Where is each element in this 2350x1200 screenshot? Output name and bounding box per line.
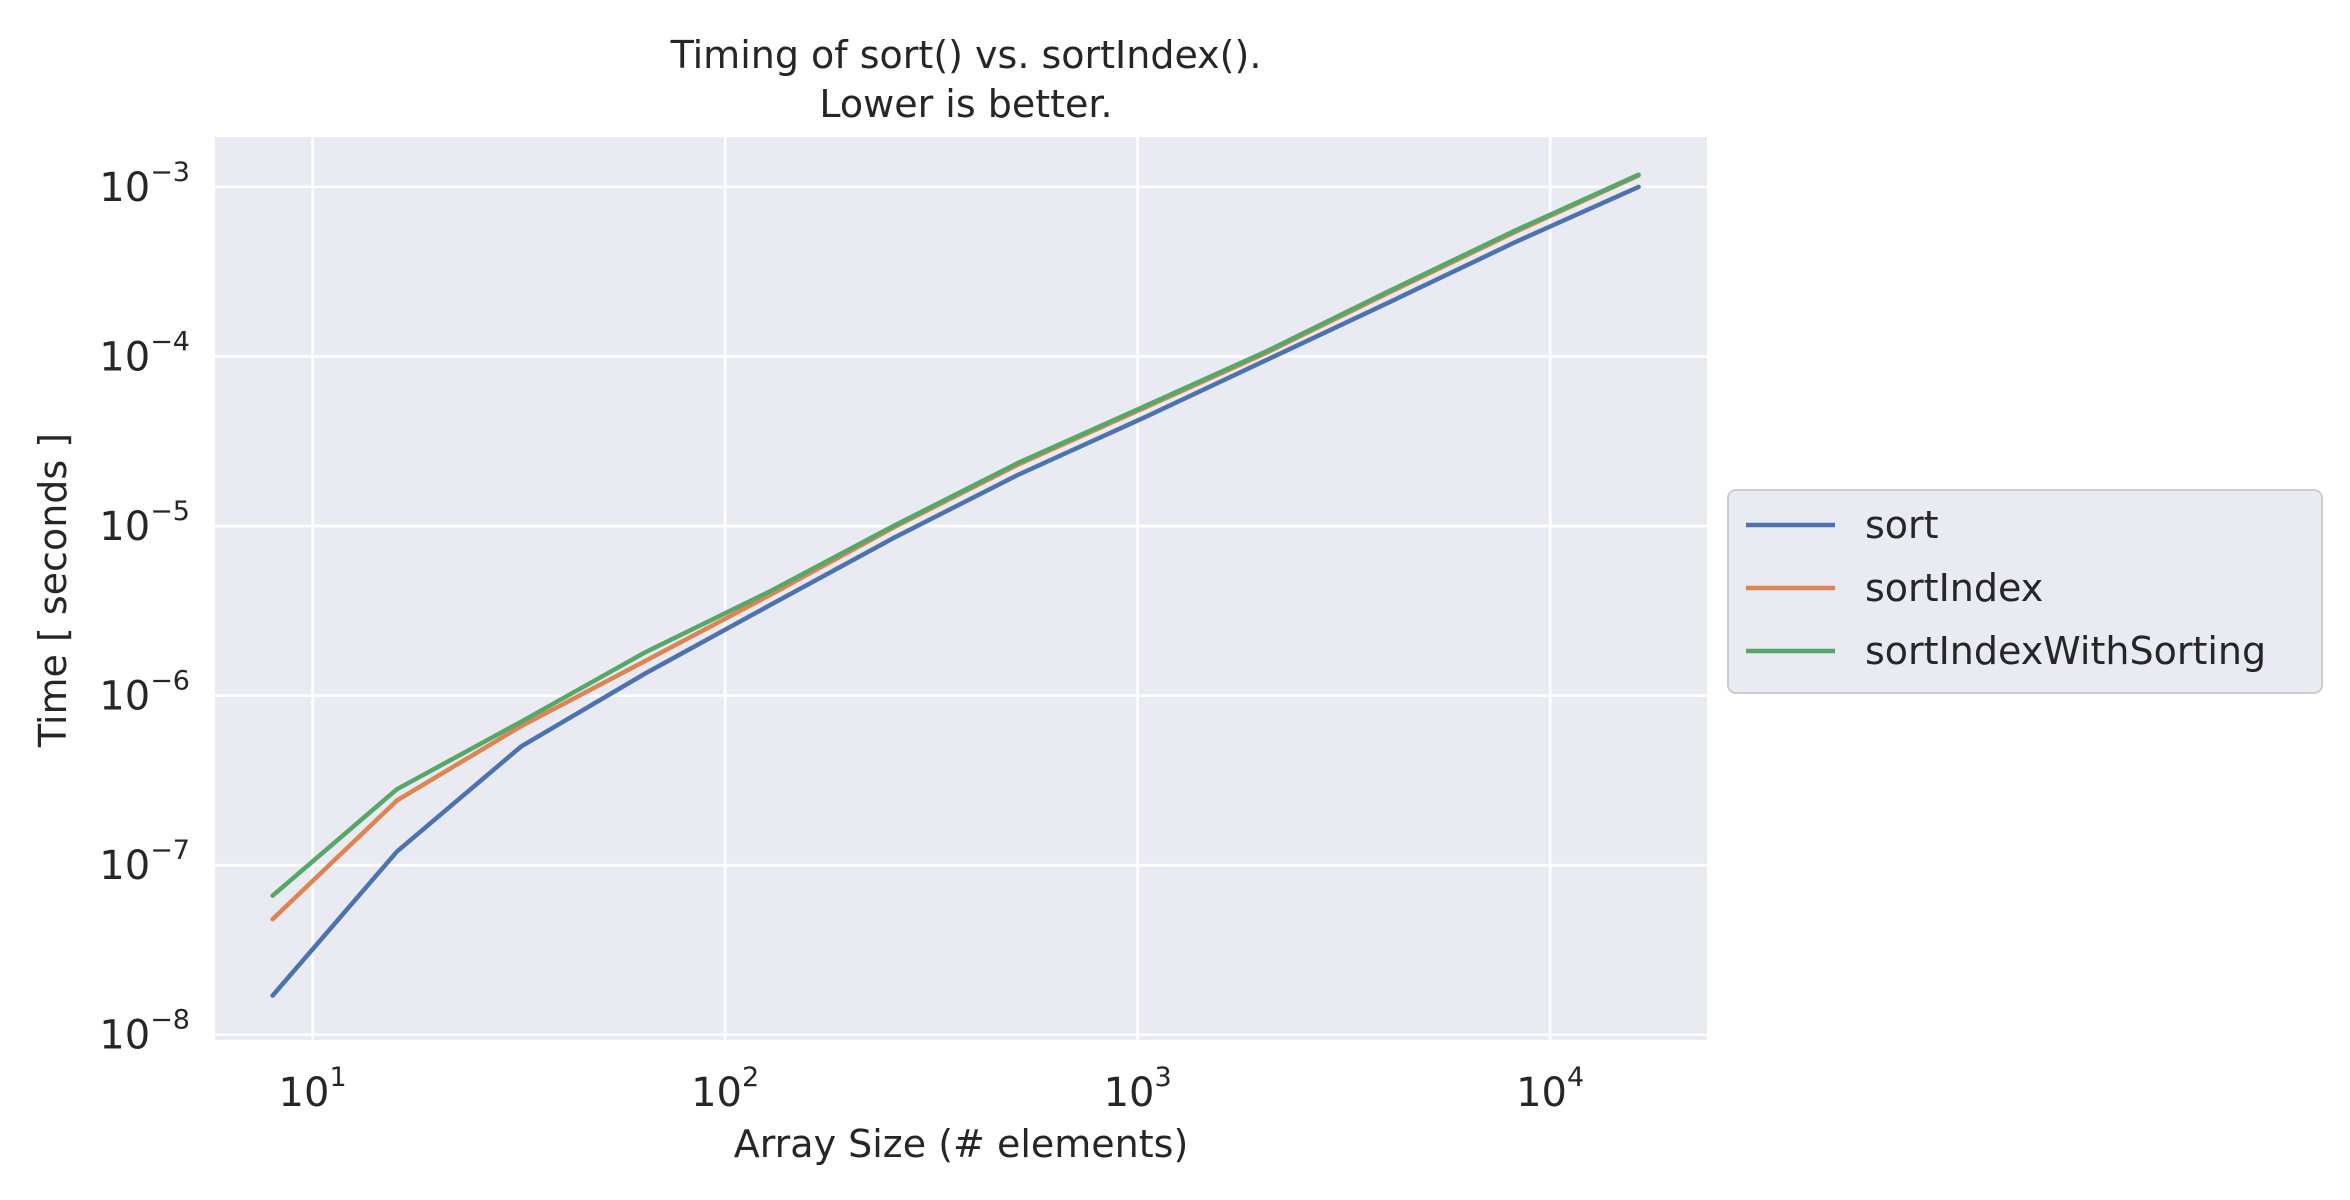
grid-lines bbox=[215, 137, 1707, 1040]
y-tick-label-2: 10−6 bbox=[99, 666, 190, 720]
y-tick-label-0: 10−8 bbox=[99, 1005, 190, 1059]
x-tick-label-2: 103 bbox=[1104, 1062, 1172, 1116]
chart-title: Timing of sort() vs. sortIndex(). bbox=[670, 33, 1262, 77]
y-tick-label-3: 10−5 bbox=[99, 496, 190, 550]
plot-area bbox=[215, 137, 1707, 1040]
y-tick-label-4: 10−4 bbox=[99, 326, 190, 380]
legend-label-sortIndexWithSorting: sortIndexWithSorting bbox=[1865, 629, 2266, 673]
x-axis-label: Array Size (# elements) bbox=[734, 1122, 1189, 1166]
y-tick-label-5: 10−3 bbox=[99, 157, 190, 211]
series-line-sort bbox=[270, 184, 1641, 998]
y-axis-label: Time [ seconds ] bbox=[31, 433, 75, 748]
legend: sort sortIndex sortIndexWithSorting bbox=[1727, 489, 2323, 694]
x-tick-label-1: 102 bbox=[691, 1062, 759, 1116]
legend-label-sortIndex: sortIndex bbox=[1865, 566, 2043, 610]
y-tick-labels: 10−8 10−7 10−6 10−5 10−4 10−3 bbox=[99, 157, 190, 1059]
series-line-sortIndexWithSorting bbox=[270, 172, 1641, 898]
series-lines bbox=[270, 172, 1641, 998]
x-tick-labels: 101 102 103 104 bbox=[279, 1062, 1585, 1116]
x-tick-label-3: 104 bbox=[1516, 1062, 1584, 1116]
legend-label-sort: sort bbox=[1865, 503, 1939, 547]
legend-box bbox=[1727, 489, 2323, 694]
x-tick-label-0: 101 bbox=[279, 1062, 347, 1116]
y-tick-label-1: 10−7 bbox=[99, 835, 190, 889]
chart-subtitle: Lower is better. bbox=[819, 82, 1112, 126]
